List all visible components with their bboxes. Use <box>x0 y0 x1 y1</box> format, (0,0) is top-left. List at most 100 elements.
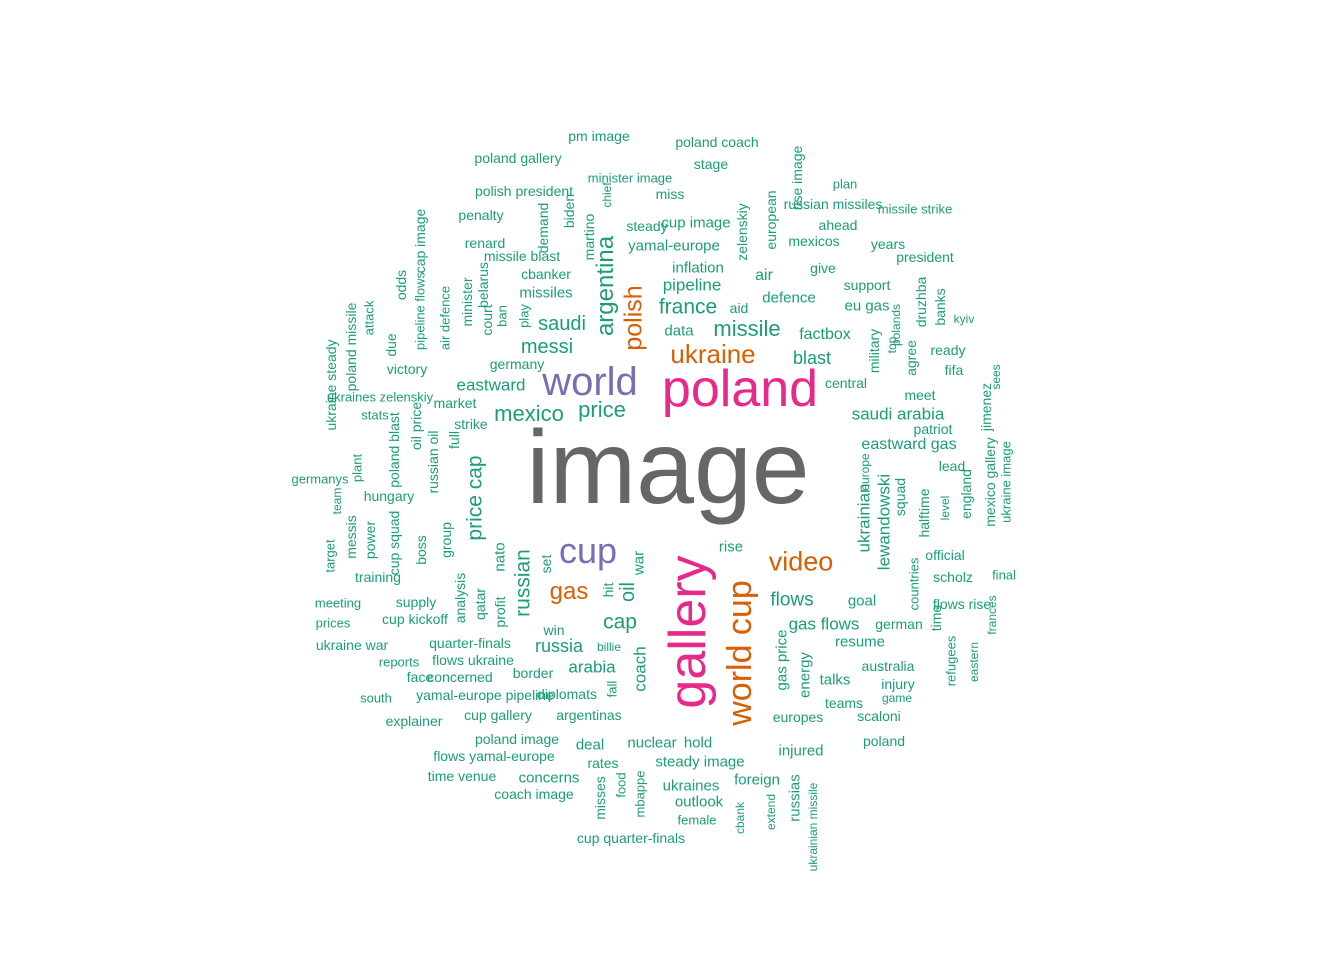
word-ban: ban <box>494 305 510 327</box>
word-victory: victory <box>386 361 428 377</box>
word-years: years <box>870 236 906 252</box>
word-energy: energy <box>796 652 814 698</box>
word-polands: polands <box>889 303 903 347</box>
word-meet: meet <box>904 387 936 403</box>
word-kyiv: kyiv <box>953 312 975 326</box>
word-pm-image: pm image <box>568 128 630 144</box>
word-missiles: missiles <box>519 284 573 302</box>
word-nuclear: nuclear <box>627 734 677 752</box>
word-team: team <box>330 487 344 515</box>
word-ready: ready <box>930 342 966 358</box>
word-russias: russias <box>786 774 804 822</box>
word-demand: demand <box>535 202 551 254</box>
word-set: set <box>538 554 554 574</box>
word-saudi: saudi <box>538 313 586 335</box>
word-time-venue: time venue <box>427 768 497 784</box>
word-squad: squad <box>892 477 908 517</box>
word-plant: plant <box>349 453 365 483</box>
word-minister: minister <box>459 277 475 327</box>
word-rates: rates <box>587 755 619 771</box>
word-polish-president: polish president <box>474 183 574 199</box>
word-ukraine-war: ukraine war <box>315 637 389 653</box>
word-border: border <box>512 665 554 681</box>
word-oil: oil <box>617 581 639 603</box>
word-prices: prices <box>315 615 351 631</box>
word-biden: biden <box>561 193 577 229</box>
word-cap-image: cap image <box>412 208 428 274</box>
word-agree: agree <box>903 340 919 376</box>
word-win: win <box>543 622 565 638</box>
word-banks: banks <box>932 288 948 326</box>
word-nato: nato <box>491 542 509 572</box>
word-factbox: factbox <box>799 326 851 343</box>
word-level: level <box>938 495 952 521</box>
word-flows: flows <box>770 589 814 611</box>
word-concerns: concerns <box>518 769 580 787</box>
word-extend: extend <box>764 793 778 831</box>
word-concerned: concerned <box>427 669 493 685</box>
word-quarter-finals: quarter-finals <box>429 635 511 651</box>
word-flows-ukraine: flows ukraine <box>432 652 514 668</box>
word-coach-image: coach image <box>494 786 574 802</box>
word-cbank: cbank <box>733 801 747 835</box>
word-oil-price: oil price <box>408 401 424 451</box>
word-messis: messis <box>343 515 359 559</box>
word-countries: countries <box>906 557 922 611</box>
word-ukrainian-missile: ukrainian missile <box>806 782 820 872</box>
word-miss: miss <box>655 186 685 202</box>
word-missile-blast: missile blast <box>483 248 561 264</box>
word-missile: missile <box>713 316 781 341</box>
word-war: war <box>630 550 648 576</box>
word-data: data <box>664 322 694 340</box>
word-market: market <box>433 395 477 411</box>
word-hungary: hungary <box>363 488 415 504</box>
word-time: time <box>928 604 944 632</box>
word-lewandowski: lewandowski <box>874 473 894 571</box>
word-military: military <box>866 328 882 374</box>
word-supply: supply <box>395 594 437 610</box>
word-pipeline-flows: pipeline flows <box>412 271 428 351</box>
word-gas-price: gas price <box>773 629 791 691</box>
word-video: video <box>768 546 834 577</box>
word-poland-missile: poland missile <box>343 302 359 392</box>
word-eastward-gas: eastward gas <box>861 436 957 453</box>
word-defence: defence <box>762 289 816 307</box>
word-injury: injury <box>881 676 915 692</box>
word-cap: cap <box>603 610 637 634</box>
word-cbanker: cbanker <box>521 266 571 282</box>
word-female: female <box>677 812 717 828</box>
word-flows-yamal-europe: flows yamal-europe <box>433 748 555 764</box>
word-mexicos: mexicos <box>788 233 840 249</box>
word-mexico: mexico <box>494 401 564 426</box>
word-power: power <box>362 520 378 560</box>
word-billie: billie <box>596 640 622 654</box>
word-mexico-gallery: mexico gallery <box>982 437 998 527</box>
word-russian: russian <box>511 549 535 617</box>
word-meeting: meeting <box>314 595 362 611</box>
word-european: european <box>763 190 779 250</box>
word-president: president <box>896 249 954 265</box>
word-martino: martino <box>581 213 597 261</box>
word-full: full <box>446 431 462 449</box>
word-mbappe: mbappe <box>632 770 648 818</box>
word-german: german <box>875 616 923 632</box>
word-poland-coach: poland coach <box>675 134 759 150</box>
word-flows-rise: flows rise <box>932 596 992 612</box>
word-strike: strike <box>454 416 488 432</box>
word-eastward: eastward <box>456 375 526 395</box>
word-poland: poland <box>661 360 819 418</box>
word-ukrainian: ukrainian <box>854 483 874 553</box>
word-face: face <box>406 669 434 685</box>
word-yamal-europe-pipeline: yamal-europe pipeline <box>416 687 554 703</box>
word-chief: chief <box>600 182 614 208</box>
word-price: price <box>578 397 626 422</box>
word-poland: poland <box>862 733 906 749</box>
word-qatar: qatar <box>472 588 488 620</box>
word-group: group <box>438 522 454 558</box>
word-druzhba: druzhba <box>913 276 929 328</box>
word-gallery: gallery <box>659 555 717 709</box>
word-injured: injured <box>778 742 824 760</box>
word-europes: europes <box>772 709 824 725</box>
word-attack: attack <box>361 300 377 336</box>
